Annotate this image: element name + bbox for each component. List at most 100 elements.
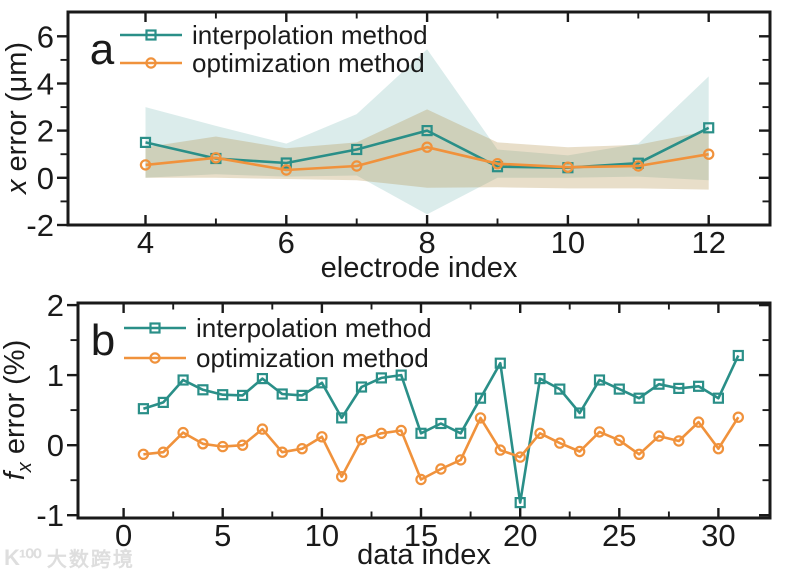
x-tick-label: 0 [115, 518, 132, 553]
legend-label: interpolation method [192, 20, 428, 50]
interpolation-marker [177, 374, 189, 386]
interpolation-marker [653, 378, 665, 390]
interpolation-marker [534, 373, 546, 385]
interpolation-marker [421, 124, 433, 137]
optimization-marker [632, 160, 645, 172]
interpolation-marker [296, 389, 308, 401]
x-tick-label: 30 [701, 518, 735, 553]
axis-ticks [67, 303, 769, 517]
panel-b: 0 5 10 15 20 25 30 -1 0 1 2 interpolation methodopt… [0, 288, 772, 571]
optimization-marker [157, 446, 169, 458]
interpolation-marker [514, 497, 526, 509]
interpolation-marker [692, 380, 705, 392]
interpolation-marker [703, 122, 715, 134]
series-interpolation [137, 349, 744, 509]
interpolation-marker [474, 392, 487, 404]
watermark: K¹⁰⁰ 大数跨境 [4, 543, 135, 572]
x-tick-label: 6 [278, 225, 295, 260]
interpolation-marker [574, 407, 586, 419]
x-tick-label: 4 [137, 225, 154, 260]
legend-label: interpolation method [196, 313, 432, 343]
x-tick-label: 25 [602, 518, 636, 553]
x-axis-label: electrode index [321, 252, 518, 284]
interpolation-marker [336, 412, 348, 424]
optimization-marker [562, 161, 574, 173]
interpolation-marker [355, 381, 368, 393]
optimization-marker [236, 439, 249, 451]
optimization-marker [139, 159, 152, 171]
optimization-marker [415, 473, 427, 486]
interpolation-marker [237, 389, 249, 401]
optimization-marker [256, 423, 269, 435]
y-tick-label: 2 [47, 288, 64, 323]
watermark-logo-icon: K¹⁰⁰ [4, 544, 42, 570]
y-axis-label: x error (μm) [1, 42, 33, 196]
optimization-marker [554, 437, 566, 449]
tick-labels: 4 6 8 10 12 -2 0 2 4 6 [26, 19, 726, 260]
x-tick-label: 12 [691, 225, 725, 260]
optimization-marker [177, 426, 189, 439]
optimization-marker [316, 431, 328, 443]
interpolation-marker [712, 392, 725, 404]
optimization-marker [534, 427, 546, 439]
legend-square-marker [149, 322, 161, 334]
series-optimization [137, 411, 745, 486]
optimization-marker [653, 430, 665, 442]
legend-item-optimization: optimization method [124, 343, 429, 373]
legend-item-optimization: optimization method [120, 48, 425, 78]
legend-label: optimization method [192, 48, 425, 78]
optimization-marker [474, 412, 487, 424]
interpolation-marker [276, 388, 288, 400]
x-tick-label: 8 [418, 225, 435, 260]
optimization-marker [455, 454, 467, 466]
x-tick-label: 10 [551, 225, 585, 260]
interpolation-marker [395, 369, 407, 381]
optimization-marker [296, 443, 308, 455]
series-optimization [139, 141, 715, 176]
optimization-marker [351, 160, 363, 172]
y-tick-label: 0 [47, 428, 64, 463]
interpolation-marker [316, 377, 328, 389]
panel-label: b [91, 316, 115, 365]
legend-circle-marker [149, 352, 161, 364]
interpolation-marker [554, 383, 566, 395]
optimization-marker [280, 164, 292, 176]
interpolation-marker [435, 417, 447, 430]
interpolation-marker [137, 403, 149, 415]
interpolation-marker [217, 389, 229, 401]
interpolation-line [143, 354, 740, 504]
legend-item-interpolation: interpolation method [120, 20, 428, 50]
optimization-marker [421, 141, 433, 153]
optimization-marker [613, 434, 626, 446]
optimization-marker [137, 448, 150, 460]
optimization-marker [494, 444, 506, 456]
interpolation-marker [633, 392, 645, 404]
optimization-marker [633, 448, 645, 460]
interpolation-line [145, 126, 710, 169]
optimization-marker [197, 438, 209, 450]
optimization-marker [375, 427, 388, 439]
optimization-marker [593, 426, 606, 438]
optimization-marker [673, 435, 685, 447]
optimization-marker [732, 411, 745, 423]
optimization-marker [712, 443, 725, 455]
legend-label: optimization method [196, 343, 429, 373]
interpolation-marker [157, 396, 169, 408]
y-tick-label: -2 [26, 208, 54, 243]
optimization-marker [491, 157, 504, 170]
y-tick-label: 2 [37, 114, 54, 149]
x-tick-label: 10 [305, 518, 339, 553]
x-tick-label: 15 [404, 518, 438, 553]
optimization-marker [395, 424, 407, 437]
tick-labels: 0 5 10 15 20 25 30 -1 0 1 2 [36, 288, 735, 553]
optimization-marker [336, 471, 348, 483]
interpolation-marker [613, 383, 625, 395]
interpolation-marker [375, 372, 387, 384]
y-tick-label: 0 [37, 161, 54, 196]
interpolation-marker [139, 136, 152, 148]
y-tick-label: -1 [36, 498, 64, 533]
optimization-marker [692, 416, 705, 428]
y-tick-label: 6 [37, 19, 54, 54]
watermark-text: 大数跨境 [46, 549, 135, 571]
